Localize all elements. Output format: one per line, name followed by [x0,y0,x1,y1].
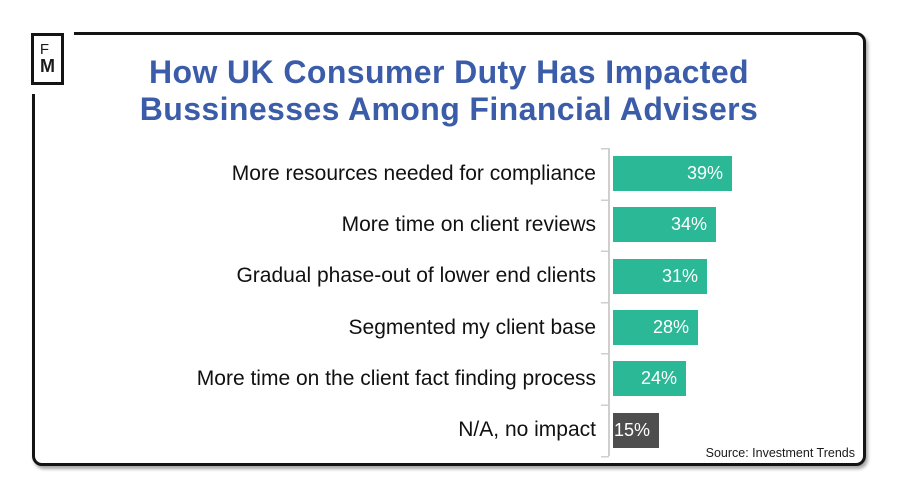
chart-title: How UK Consumer Duty Has Impacted Bussin… [35,54,863,129]
chart-rows: More resources needed for compliance 39% M… [35,148,863,456]
category-label: More time on the client fact finding pro… [196,366,596,390]
chart-row: More time on client reviews 34% [35,199,863,250]
chart-row: More time on the client fact finding pro… [35,353,863,404]
bar: 31% [613,258,707,294]
bar-value-label: 39% [686,163,723,184]
bar: 39% [613,156,732,192]
chart-row: Segmented my client base 28% [35,302,863,353]
bar-chart: More resources needed for compliance 39% M… [35,148,863,458]
bar-value-label: 34% [670,214,707,235]
bar-value-label: 15% [613,419,650,440]
bar: 24% [613,361,686,397]
chart-row: More resources needed for compliance 39% [35,148,863,199]
chart-title-line2: Bussinesses Among Financial Advisers [139,91,759,128]
bar: 34% [613,207,716,243]
chart-row: N/A, no impact 15% [35,405,863,456]
source-credit: Source: Investment Trends [705,446,855,460]
bar: 28% [613,310,698,346]
axis-tick-marks [601,148,609,458]
category-label: More resources needed for compliance [231,161,596,185]
chart-row: Gradual phase-out of lower end clients 31… [35,251,863,302]
bar: 15% [613,412,659,448]
fm-logo: F M [31,33,64,85]
axis-line [608,148,610,456]
category-label: Segmented my client base [348,315,596,339]
chart-card: F M How UK Consumer Duty Has Impacted Bu… [26,26,866,466]
logo-letter-m: M [40,56,55,77]
logo-letter-f: F [39,41,50,59]
category-label: Gradual phase-out of lower end clients [236,264,596,288]
category-label: More time on client reviews [341,212,596,236]
bar-value-label: 28% [652,317,689,338]
category-label: N/A, no impact [458,418,596,442]
bar-value-label: 31% [661,265,698,286]
bar-value-label: 24% [640,368,677,389]
chart-title-line1: How UK Consumer Duty Has Impacted [149,54,749,90]
